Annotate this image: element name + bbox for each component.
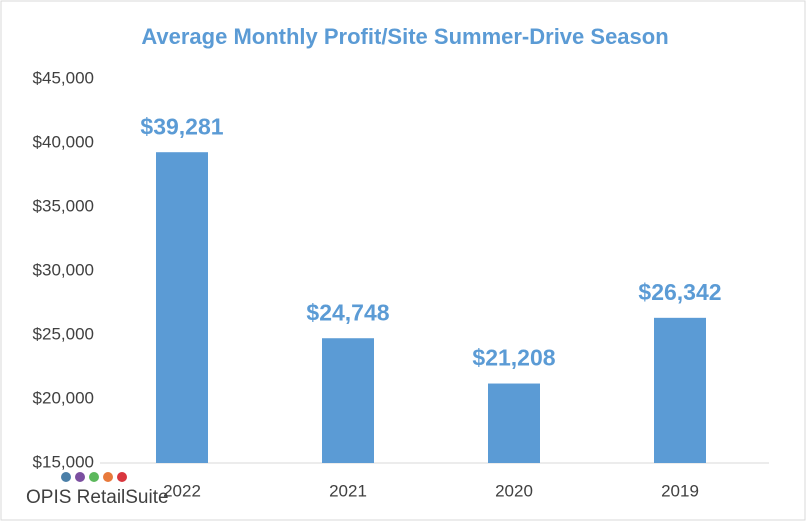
y-tick-label: $30,000 [33, 260, 94, 279]
y-tick-label: $25,000 [33, 324, 94, 343]
bar [322, 338, 374, 463]
y-tick-label: $20,000 [33, 388, 94, 407]
y-tick-label: $15,000 [33, 452, 94, 471]
bar [156, 152, 208, 464]
chart-title: Average Monthly Profit/Site Summer-Drive… [141, 24, 668, 49]
data-label: $39,281 [140, 113, 223, 139]
data-label: $24,748 [306, 299, 389, 325]
bar [654, 317, 706, 463]
x-tick-label: 2019 [661, 481, 699, 500]
bar [488, 383, 540, 463]
data-label: $21,208 [472, 345, 555, 371]
logo: OPIS RetailSuite [26, 487, 169, 508]
x-tick-label: 2022 [163, 481, 201, 500]
x-tick-label: 2021 [329, 481, 367, 500]
y-tick-label: $40,000 [33, 132, 94, 151]
y-tick-label: $35,000 [33, 196, 94, 215]
logo-icons [61, 472, 127, 482]
y-tick-label: $45,000 [33, 68, 94, 87]
data-label: $26,342 [638, 279, 721, 305]
x-tick-label: 2020 [495, 481, 533, 500]
